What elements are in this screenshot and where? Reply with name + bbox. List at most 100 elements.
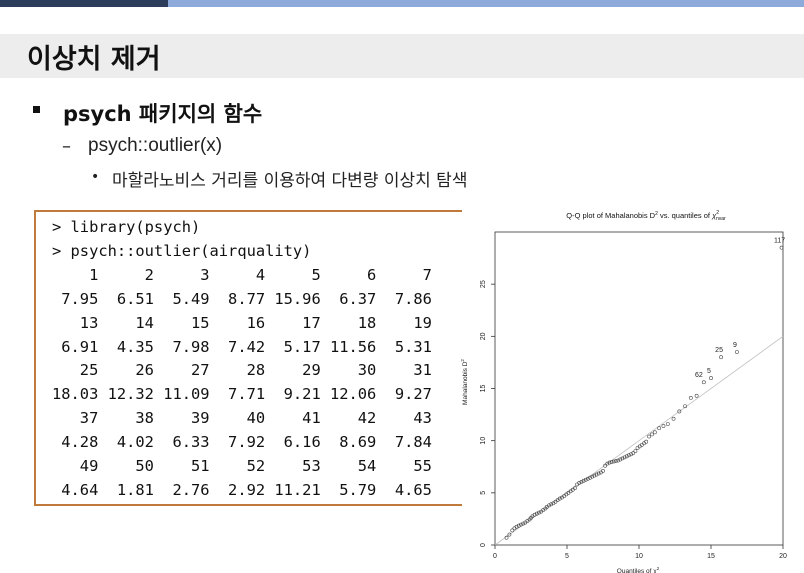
bullet-level-2: psych::outlier(x) bbox=[88, 135, 223, 156]
data-point bbox=[592, 473, 597, 478]
code-line: 7.95 6.51 5.49 8.77 15.96 6.37 7.86 bbox=[52, 289, 432, 308]
x-axis-label: Quantiles of χ2 bbox=[617, 566, 660, 573]
code-line: 49 50 51 52 53 54 55 bbox=[52, 457, 432, 476]
point-label: 62 bbox=[695, 372, 703, 379]
dash-bullet-icon: – bbox=[62, 136, 71, 157]
x-tick-label: 20 bbox=[779, 553, 787, 560]
data-point bbox=[603, 463, 608, 468]
y-tick-label: 25 bbox=[480, 280, 487, 288]
data-point bbox=[652, 430, 657, 435]
data-point bbox=[573, 486, 577, 491]
data-point bbox=[588, 475, 592, 480]
y-axis-label-sup: 2 bbox=[460, 359, 465, 362]
title-band bbox=[0, 34, 804, 78]
data-point bbox=[694, 393, 699, 398]
data-point bbox=[607, 460, 612, 465]
x-axis-label-sup: 2 bbox=[657, 566, 660, 571]
data-point bbox=[590, 474, 595, 479]
x-tick-label: 10 bbox=[635, 553, 643, 560]
chart-title: Q-Q plot of Mahalanobis D 2 vs. quantiles… bbox=[566, 210, 726, 222]
bullet-level-3: 마할라노비스 거리를 이용하여 다변량 이상치 탐색 bbox=[112, 171, 468, 191]
data-point bbox=[644, 439, 649, 444]
chart-title-text: Q-Q plot of Mahalanobis D bbox=[566, 211, 655, 220]
data-point bbox=[605, 461, 610, 466]
data-point bbox=[521, 521, 525, 526]
code-line: 6.91 4.35 7.98 7.42 5.17 11.56 5.31 bbox=[52, 337, 432, 356]
y-tick-label: 10 bbox=[480, 437, 487, 445]
x-tick-label: 15 bbox=[707, 553, 715, 560]
data-point bbox=[683, 404, 687, 409]
data-point bbox=[514, 524, 519, 529]
bullet-level-1: psych 패키지의 함수 bbox=[63, 102, 263, 126]
data-point bbox=[701, 380, 706, 385]
data-point bbox=[557, 496, 562, 501]
data-point bbox=[657, 426, 662, 431]
data-point bbox=[507, 532, 512, 537]
code-line: 25 26 27 28 29 30 31 bbox=[52, 361, 432, 380]
code-line: 13 14 15 16 17 18 19 bbox=[52, 313, 432, 332]
data-point bbox=[583, 477, 588, 482]
code-line: > psych::outlier(airquality) bbox=[52, 241, 312, 260]
qq-plot-svg: 0 5 10 15 20 0 5 10 15 20 25 117 9 25 62 5 Q-Q plot of M… bbox=[460, 210, 787, 573]
code-line: 4.28 4.02 6.33 7.92 6.16 8.69 7.84 bbox=[52, 433, 432, 452]
y-tick-label: 20 bbox=[480, 332, 487, 340]
data-point bbox=[585, 476, 590, 481]
chart-title-chi: χ bbox=[711, 211, 717, 220]
data-point bbox=[665, 422, 670, 426]
data-point bbox=[629, 452, 633, 457]
code-line: 18.03 12.32 11.09 7.71 9.21 12.06 9.27 bbox=[52, 385, 432, 404]
data-point bbox=[534, 511, 539, 516]
data-point bbox=[627, 453, 631, 458]
point-label: 9 bbox=[733, 342, 737, 349]
code-output-box: > library(psych) > psych::outlier(airqua… bbox=[34, 210, 462, 506]
data-point bbox=[579, 479, 584, 484]
data-point bbox=[661, 424, 666, 428]
data-point bbox=[735, 350, 739, 354]
data-point bbox=[677, 409, 682, 414]
y-tick-label: 15 bbox=[480, 385, 487, 393]
data-point bbox=[622, 455, 627, 460]
point-label: 5 bbox=[707, 368, 711, 375]
slide-title: 이상치 제거 bbox=[27, 44, 161, 75]
data-point bbox=[504, 535, 509, 540]
chart-title-text: vs. quantiles of bbox=[658, 211, 712, 220]
top-accent-bar-light bbox=[168, 0, 804, 7]
y-axis-label: Mahalanobis D2 bbox=[460, 359, 469, 405]
qq-plot: 0 5 10 15 20 0 5 10 15 20 25 117 9 25 62 5 Q-Q plot of M… bbox=[458, 202, 804, 573]
data-point bbox=[519, 522, 523, 527]
plot-frame bbox=[494, 231, 784, 546]
data-point bbox=[709, 376, 713, 380]
data-point bbox=[577, 481, 582, 485]
data-point bbox=[614, 459, 618, 463]
code-line: > library(psych) bbox=[52, 218, 201, 236]
data-point bbox=[688, 395, 693, 400]
y-tick-label: 0 bbox=[480, 543, 487, 547]
x-tick-label: 5 bbox=[565, 553, 569, 560]
data-point bbox=[671, 416, 676, 421]
top-accent-bar-dark bbox=[0, 0, 168, 7]
data-point bbox=[631, 451, 636, 456]
data-point bbox=[616, 458, 621, 463]
data-point bbox=[516, 523, 521, 528]
data-point bbox=[647, 434, 651, 439]
reference-line bbox=[494, 336, 784, 546]
data-point bbox=[596, 471, 601, 476]
data-point bbox=[620, 456, 625, 461]
chart-title-chi-sup: 2 bbox=[716, 210, 719, 216]
data-point bbox=[779, 245, 784, 250]
point-label: 25 bbox=[715, 347, 723, 354]
data-point bbox=[594, 472, 599, 477]
square-bullet-icon bbox=[33, 106, 40, 113]
code-output: > library(psych) > psych::outlier(airqua… bbox=[52, 216, 432, 503]
data-point bbox=[624, 454, 629, 459]
data-point bbox=[609, 460, 614, 464]
data-point bbox=[611, 459, 616, 464]
y-axis-label-text: Mahalanobis D bbox=[462, 361, 469, 405]
data-point bbox=[510, 528, 515, 533]
data-point bbox=[633, 449, 638, 454]
data-point bbox=[618, 457, 623, 462]
dot-bullet-icon: • bbox=[91, 169, 100, 185]
data-point bbox=[719, 355, 723, 360]
data-point bbox=[601, 469, 605, 473]
chart-title-chi-sub: nvar bbox=[716, 216, 726, 222]
